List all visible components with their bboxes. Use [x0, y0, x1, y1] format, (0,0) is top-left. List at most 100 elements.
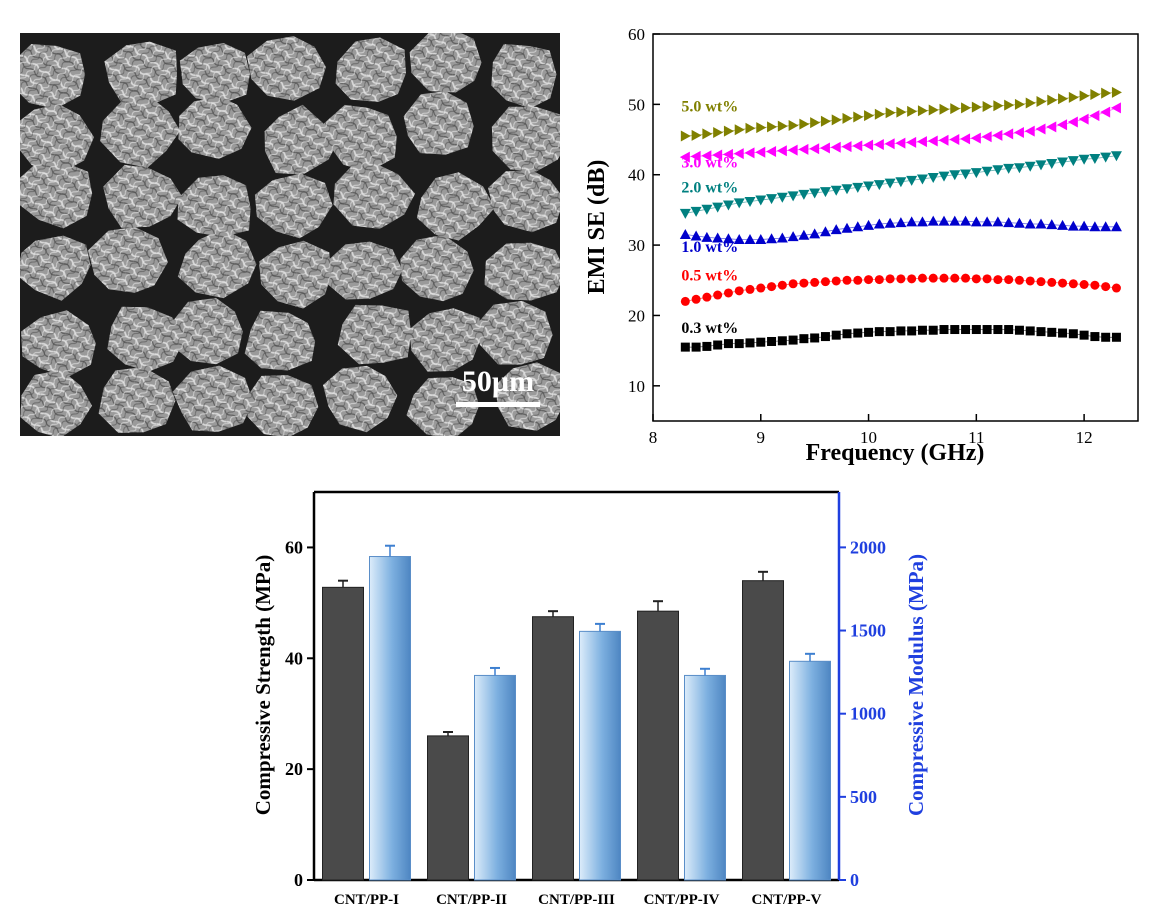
grain-texture-23 — [88, 226, 168, 293]
bar-y2-tick-label: 500 — [850, 787, 877, 807]
emi-point-2-39 — [1090, 280, 1100, 290]
grain-texture-37 — [98, 366, 176, 433]
grain-texture-39 — [247, 375, 319, 436]
emi-point-3-6 — [733, 233, 745, 244]
emi-point-4-17 — [852, 182, 864, 193]
emi-point-1-9 — [767, 336, 777, 346]
emi-point-4-8 — [755, 195, 767, 206]
emi-point-5-2 — [690, 150, 701, 162]
emi-point-1-17 — [853, 328, 863, 338]
emi-point-6-21 — [896, 106, 907, 118]
emi-point-5-41 — [1110, 102, 1121, 114]
emi-se-chart: 8 9 10 11 12 10 20 30 40 50 60 0.3 wt% 0.5 wt% 1.0 w… — [584, 25, 1139, 466]
emi-point-5-39 — [1089, 110, 1100, 122]
emi-x-axis-label: Frequency (GHz) — [806, 440, 985, 466]
bar-axis-ticks: 0 20 40 60 0 500 1000 1500 2000 — [285, 537, 886, 890]
emi-point-5-19 — [873, 138, 884, 150]
emi-point-1-31 — [1004, 325, 1014, 335]
emi-point-6-4 — [713, 127, 724, 139]
emi-point-5-5 — [722, 148, 733, 160]
emi-point-2-30 — [993, 275, 1003, 285]
emi-point-6-39 — [1090, 89, 1101, 101]
emi-point-4-26 — [949, 170, 961, 181]
emi-point-4-15 — [830, 185, 842, 196]
bar-strength-2 — [427, 735, 469, 881]
bar-strength-3 — [532, 616, 574, 881]
bar-y-tick-label: 60 — [285, 537, 303, 557]
grain-texture-32 — [244, 310, 316, 371]
emi-point-6-19 — [874, 108, 885, 120]
grain-texture-1 — [20, 44, 86, 109]
emi-point-5-28 — [970, 132, 981, 144]
emi-point-3-29 — [981, 216, 993, 227]
emi-point-6-28 — [971, 101, 982, 113]
bar-category-label: CNT/PP-I — [334, 892, 399, 908]
bar-strength-4 — [637, 610, 679, 881]
emi-point-2-36 — [1058, 278, 1068, 288]
emi-point-1-28 — [971, 325, 981, 335]
grain-texture-7 — [491, 43, 557, 109]
emi-point-6-9 — [767, 121, 778, 133]
bar-y2-tick-label: 1500 — [850, 621, 886, 641]
grain-texture-4 — [247, 36, 326, 101]
emi-point-1-15 — [831, 330, 841, 340]
emi-point-1-24 — [928, 325, 938, 335]
emi-point-1-25 — [939, 325, 949, 335]
emi-point-3-39 — [1089, 221, 1101, 232]
emi-point-5-24 — [927, 135, 938, 147]
emi-point-6-31 — [1004, 99, 1015, 111]
emi-point-6-10 — [777, 120, 788, 132]
emi-point-4-22 — [906, 175, 918, 186]
emi-point-4-29 — [981, 166, 993, 177]
bar-modulus-3 — [579, 630, 621, 881]
emi-point-4-9 — [766, 194, 778, 205]
emi-point-4-40 — [1100, 152, 1112, 163]
emi-point-3-26 — [949, 215, 961, 226]
emi-point-2-27 — [961, 273, 971, 283]
bar-y-tick-label: 40 — [285, 648, 303, 668]
emi-point-2-14 — [820, 277, 830, 287]
grain-texture-8 — [20, 104, 94, 174]
bar-y-tick-label: 20 — [285, 759, 303, 779]
emi-point-3-35 — [1046, 219, 1058, 230]
emi-point-2-3 — [702, 292, 712, 302]
emi-point-5-13 — [809, 143, 820, 155]
emi-point-2-20 — [885, 274, 895, 284]
grain-texture-15 — [20, 161, 93, 229]
emi-point-1-18 — [864, 327, 874, 337]
grain-texture-38 — [172, 365, 254, 432]
emi-point-4-4 — [712, 202, 724, 213]
emi-point-6-37 — [1068, 91, 1079, 103]
emi-point-3-18 — [863, 219, 875, 230]
emi-point-6-24 — [928, 104, 939, 116]
emi-point-6-8 — [756, 122, 767, 134]
emi-point-1-40 — [1101, 332, 1111, 342]
emi-point-3-34 — [1035, 218, 1047, 229]
emi-point-4-2 — [690, 206, 702, 217]
emi-point-6-16 — [842, 112, 853, 124]
emi-point-1-8 — [756, 337, 766, 347]
emi-plot-frame — [652, 33, 1139, 422]
emi-point-4-39 — [1089, 154, 1101, 165]
grain-texture-6 — [409, 33, 482, 93]
emi-point-3-11 — [787, 231, 799, 242]
emi-point-6-6 — [734, 124, 745, 136]
emi-point-1-22 — [907, 326, 917, 336]
emi-point-3-3 — [701, 231, 713, 242]
grain-texture-21 — [488, 170, 560, 233]
emi-point-2-34 — [1036, 277, 1046, 287]
emi-point-5-14 — [819, 142, 830, 154]
emi-point-5-25 — [938, 134, 949, 146]
emi-series-line — [685, 107, 1117, 158]
bar-y-tick-label: 0 — [294, 870, 303, 890]
grain-texture-25 — [259, 240, 332, 309]
bar-data-bars — [322, 544, 831, 881]
emi-point-6-38 — [1079, 90, 1090, 102]
emi-point-2-13 — [810, 277, 820, 287]
grain-texture-35 — [475, 300, 553, 365]
emi-point-1-6 — [734, 339, 744, 349]
emi-point-6-15 — [831, 114, 842, 126]
emi-x-tick-label: 10 — [860, 428, 877, 447]
emi-point-3-27 — [960, 215, 972, 226]
grain-texture-31 — [170, 297, 243, 365]
